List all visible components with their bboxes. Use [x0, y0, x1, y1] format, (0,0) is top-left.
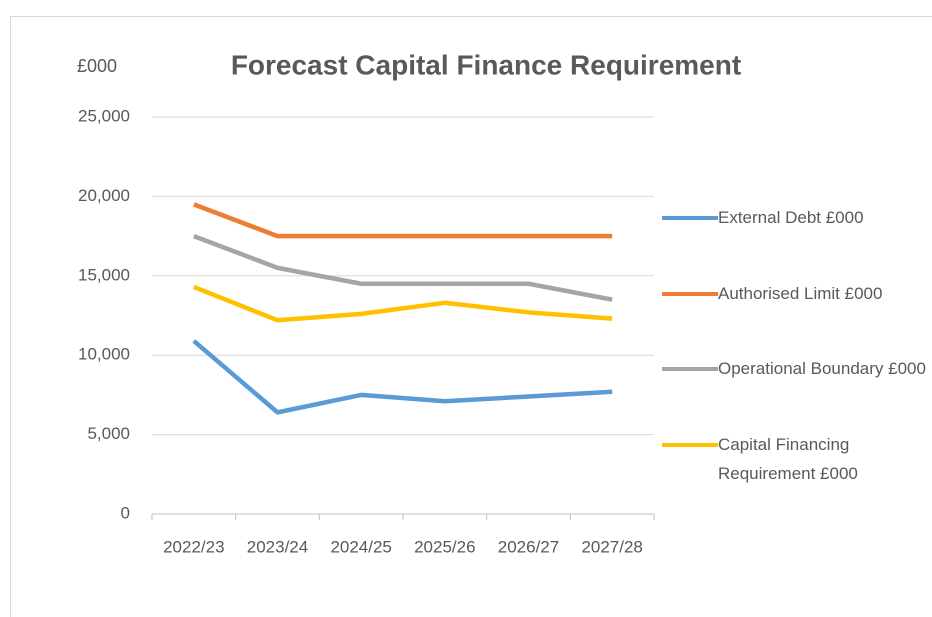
chart-frame — [10, 16, 932, 617]
legend-item: Authorised Limit £000 — [662, 279, 932, 308]
y-tick-label: 15,000 — [78, 265, 130, 284]
chart-title: Forecast Capital Finance Requirement — [231, 49, 741, 80]
legend-label: Operational Boundary £000 — [718, 359, 926, 378]
legend-item: Operational Boundary £000 — [662, 354, 932, 383]
y-tick-label: 5,000 — [87, 424, 130, 443]
series-line — [193, 233, 613, 302]
x-tick-label: 2026/27 — [498, 537, 559, 556]
legend-swatch — [662, 216, 718, 220]
y-tick-label: 10,000 — [78, 345, 130, 364]
legend-item: External Debt £000 — [662, 203, 932, 232]
x-tick-label: 2024/25 — [330, 537, 391, 556]
legend-label: External Debt £000 — [718, 208, 864, 227]
x-tick-label: 2023/24 — [247, 537, 308, 556]
y-tick-label: 25,000 — [78, 106, 130, 125]
legend-swatch — [662, 442, 718, 447]
page: {"chart_data": {"type": "line", "title":… — [10, 16, 932, 617]
y-tick-label: 20,000 — [78, 186, 130, 205]
series-line — [192, 339, 613, 415]
legend-swatch — [662, 367, 718, 371]
chart: Forecast Capital Finance Requirement £00… — [77, 49, 741, 556]
x-tick-label: 2025/26 — [414, 537, 475, 556]
y-axis-label: £000 — [77, 56, 117, 76]
series-line — [193, 202, 613, 239]
legend-label: Capital Financing Requirement £000 — [718, 434, 858, 483]
legend-item: Capital Financing Requirement £000 — [662, 430, 932, 488]
x-tick-label: 2022/23 — [163, 537, 224, 556]
legend-label: Authorised Limit £000 — [718, 283, 883, 303]
series-line — [192, 284, 613, 323]
x-tick-label: 2027/28 — [581, 537, 642, 556]
y-tick-label: 0 — [121, 503, 130, 522]
legend-swatch — [662, 291, 718, 296]
